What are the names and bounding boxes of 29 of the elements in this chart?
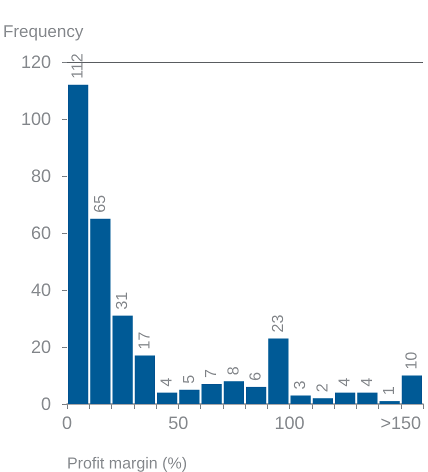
x-tick-label: 0 (62, 413, 72, 433)
data-label: 4 (358, 378, 376, 387)
y-axis-title: Frequency (3, 22, 84, 41)
x-tick-label: 50 (168, 413, 188, 433)
x-tick-label: >150 (380, 413, 422, 433)
y-tick-label: 20 (30, 337, 51, 357)
data-label: 3 (292, 380, 310, 390)
y-tick-label: 120 (20, 52, 51, 72)
data-label: 112 (70, 53, 87, 79)
y-tick-label: 0 (40, 394, 51, 414)
data-label: 7 (203, 369, 220, 378)
y-tick-label: 60 (30, 223, 51, 243)
data-label: 8 (225, 366, 242, 376)
y-tick-label: 100 (20, 109, 51, 129)
data-label: 23 (270, 314, 287, 332)
x-tick-label: 100 (274, 413, 305, 433)
data-label: 2 (314, 383, 332, 392)
data-label: 5 (180, 374, 198, 384)
data-label: 1 (381, 386, 398, 396)
y-tick-label: 80 (30, 166, 51, 186)
data-label: 4 (336, 378, 354, 387)
data-label: 6 (248, 372, 265, 381)
data-label: 31 (114, 292, 132, 310)
x-axis-title: Profit margin (%) (67, 456, 188, 472)
data-label: 17 (136, 332, 154, 350)
y-tick-label: 40 (30, 280, 51, 300)
data-label: 10 (403, 352, 420, 370)
data-label: 65 (92, 194, 109, 213)
data-label: 4 (158, 378, 176, 387)
